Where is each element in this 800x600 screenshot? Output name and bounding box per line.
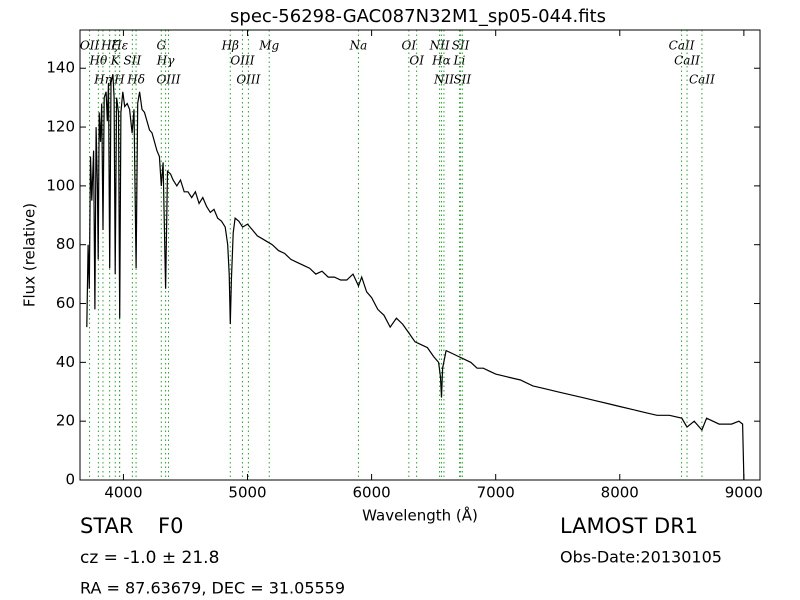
spectral-line-label: SII <box>453 73 471 87</box>
y-tick-label: 0 <box>65 471 75 489</box>
spectral-line-label: Na <box>349 39 368 53</box>
y-tick-label: 100 <box>46 176 75 194</box>
spectral-line-label: NII <box>433 73 454 87</box>
spectral-line-label: Mg <box>258 39 279 53</box>
spectrum-line <box>86 73 745 481</box>
spectral-line-label: K <box>110 54 121 68</box>
y-tick-label: 80 <box>56 235 75 253</box>
spectral-line-label: Hβ <box>221 39 239 53</box>
x-tick-label: 8000 <box>601 484 639 502</box>
spectral-line-label: Hη <box>93 73 112 87</box>
class: STAR <box>80 514 133 538</box>
spectral-line-label: CaII <box>674 54 700 68</box>
spectral-line-label: Li <box>453 54 466 68</box>
y-tick-label: 120 <box>46 118 75 136</box>
spectral-line-label: Hδ <box>126 73 145 87</box>
survey: LAMOST DR1 <box>560 514 698 538</box>
x-tick-label: 4000 <box>104 484 142 502</box>
spectral-line-label: Hα <box>431 54 451 68</box>
spectral-line-label: NII <box>429 39 450 53</box>
chart-title: spec-56298-GAC087N32M1_sp05-044.fits <box>230 6 606 27</box>
y-tick-label: 140 <box>46 59 75 77</box>
x-tick-label: 6000 <box>353 484 391 502</box>
x-tick-label: 5000 <box>228 484 266 502</box>
spectral-line-label: OIII <box>230 54 254 68</box>
x-tick-label: 7000 <box>477 484 515 502</box>
spectral-line-label: Hγ <box>156 54 175 68</box>
spectral-line-label: OIII <box>236 73 260 87</box>
spectral-line-label: CaII <box>669 39 695 53</box>
spectral-line-label: CaII <box>689 73 715 87</box>
subclass: F0 <box>158 514 183 538</box>
spectral-line-label: Hε <box>110 39 128 53</box>
y-tick-label: 60 <box>56 294 75 312</box>
spectral-line-label: SII <box>124 54 142 68</box>
spectral-line-label: OI <box>402 39 417 53</box>
x-axis-label: Wavelength (Å) <box>362 506 478 525</box>
y-axis-label: Flux (relative) <box>21 203 39 307</box>
spectral-line-label: G <box>156 39 166 53</box>
plot-frame <box>79 29 761 481</box>
spectral-line-label: Hθ <box>89 54 108 68</box>
y-tick-label: 40 <box>56 353 75 371</box>
spectral-line-label: OII <box>80 39 100 53</box>
coordinates: RA = 87.63679, DEC = 31.05559 <box>80 579 345 598</box>
spectral-line-label: SII <box>452 39 470 53</box>
x-tick-label: 9000 <box>725 484 763 502</box>
spectral-line-label: OIII <box>156 73 180 87</box>
obs-date: Obs-Date:20130105 <box>560 548 722 567</box>
redshift: cz = -1.0 ± 21.8 <box>80 548 219 568</box>
spectral-line-label: OI <box>409 54 424 68</box>
y-tick-label: 20 <box>56 412 75 430</box>
